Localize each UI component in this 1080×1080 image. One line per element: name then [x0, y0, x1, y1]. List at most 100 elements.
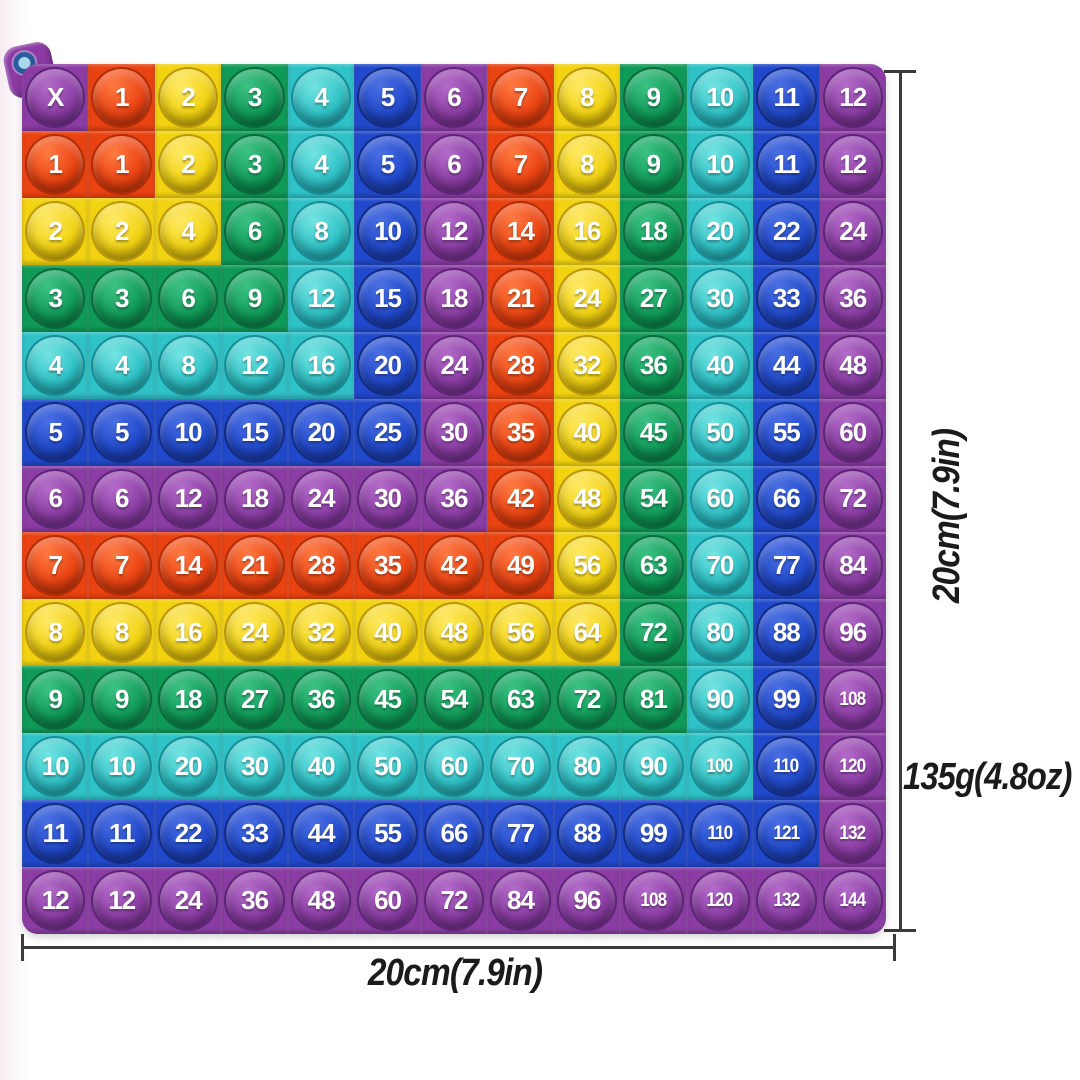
bubble-cell: 5 [88, 398, 155, 466]
bubble-label: 24 [307, 483, 336, 514]
bubble-cell: 24 [221, 599, 288, 667]
bubble-cell: 108 [819, 666, 886, 734]
bubble-label: 9 [114, 684, 130, 715]
bubble-cell: 7 [487, 130, 554, 198]
pop-bubble: 33 [224, 803, 285, 865]
bubble-cell: 6 [22, 465, 89, 533]
pop-bubble: 40 [689, 334, 751, 396]
bubble-cell: 81 [620, 666, 687, 734]
bubble-cell: 12 [819, 64, 886, 131]
bubble-cell: 4 [22, 331, 89, 399]
bubble-label: 108 [839, 688, 867, 710]
pop-bubble: 11 [91, 803, 152, 865]
pop-bubble: 132 [822, 803, 883, 865]
pop-bubble: 20 [290, 401, 352, 463]
pop-bubble: 88 [556, 803, 618, 865]
bubble-label: 5 [48, 416, 63, 447]
pop-bubble: 30 [689, 267, 751, 329]
bubble-cell: 3 [221, 130, 288, 198]
bubble-cell: 120 [686, 867, 754, 934]
width-dimension-line [22, 946, 896, 949]
bubble-cell: 10 [154, 398, 222, 466]
bubble-cell: 20 [287, 398, 355, 466]
bubble-cell: 33 [221, 800, 288, 868]
pop-bubble: 20 [689, 200, 751, 262]
pop-bubble: 12 [25, 870, 86, 931]
pop-bubble: 7 [490, 67, 551, 128]
bubble-label: 7 [114, 550, 130, 581]
bubble-label: 48 [307, 885, 336, 916]
bubble-cell: 8 [287, 197, 355, 265]
bubble-label: 15 [241, 416, 269, 447]
bubble-cell: 88 [553, 800, 621, 868]
bubble-cell: 11 [22, 800, 89, 868]
bubble-cell: 99 [753, 666, 820, 734]
pop-bubble: 11 [756, 133, 817, 195]
bubble-label: 21 [241, 550, 269, 581]
bubble-label: 132 [839, 822, 867, 844]
pop-bubble: 9 [623, 67, 684, 128]
bubble-cell: 90 [620, 733, 687, 801]
bubble-cell: 99 [620, 800, 687, 868]
bubble-label: 10 [108, 751, 136, 782]
bubble-cell: 8 [154, 331, 222, 399]
pop-bubble: 7 [25, 535, 86, 597]
pop-bubble: 21 [224, 535, 285, 597]
pop-bubble: 77 [756, 535, 817, 597]
pop-bubble: 28 [490, 334, 551, 396]
pop-bubble: 56 [556, 535, 618, 597]
bubble-cell: 1 [88, 130, 155, 198]
bubble-cell: 24 [819, 197, 886, 265]
pop-bubble: 22 [157, 803, 219, 865]
bubble-label: 15 [374, 282, 402, 313]
pop-bubble: 40 [357, 602, 418, 664]
bubble-cell: 40 [287, 733, 355, 801]
pop-bubble: 12 [822, 133, 883, 195]
bubble-cell: 70 [487, 733, 554, 801]
bubble-label: 120 [706, 889, 734, 911]
bubble-cell: 8 [553, 64, 621, 131]
pop-bubble: 132 [756, 870, 817, 931]
pop-bubble: 3 [224, 133, 285, 195]
bubble-label: 84 [839, 550, 867, 581]
pop-bubble: 24 [556, 267, 618, 329]
bubble-label: 21 [506, 282, 535, 313]
bubble-cell: 50 [354, 733, 421, 801]
pop-bubble: 11 [25, 803, 86, 865]
popit-multiplication-board: X 1 2 3 4 5 6 7 8 9 10 11 12 1 1 2 3 4 5 6 7 8 9 10 11 12 2 2 4 6 8 10 1… [22, 64, 886, 934]
pop-bubble: 100 [689, 736, 751, 798]
bubble-label: 5 [380, 81, 396, 112]
bubble-label: 36 [839, 282, 867, 313]
bubble-label: 36 [241, 885, 269, 916]
bubble-label: 4 [314, 81, 329, 112]
bubble-label: 24 [241, 617, 269, 648]
bubble-label: 12 [108, 885, 136, 916]
bubble-label: 84 [506, 885, 535, 916]
pop-bubble: 8 [25, 602, 86, 664]
bubble-label: 12 [839, 81, 867, 112]
bubble-cell: 11 [753, 130, 820, 198]
pop-bubble: 48 [556, 468, 618, 530]
bubble-label: 11 [773, 81, 800, 112]
pop-bubble: 18 [623, 200, 684, 262]
bubble-cell: 15 [354, 264, 421, 332]
pop-bubble: 25 [357, 401, 418, 463]
bubble-label: 3 [247, 148, 263, 179]
bubble-cell: 3 [88, 264, 155, 332]
pop-bubble: 20 [357, 334, 418, 396]
bubble-cell: 24 [420, 331, 488, 399]
bubble-label: 60 [440, 751, 469, 782]
bubble-cell: 16 [287, 331, 355, 399]
bubble-cell: 84 [819, 532, 886, 600]
bubble-cell: 33 [753, 264, 820, 332]
width-label: 20cm(7.9in) [367, 952, 543, 994]
bubble-label: 30 [241, 751, 269, 782]
bubble-cell: 12 [22, 867, 89, 934]
bubble-label: 4 [114, 349, 130, 380]
bubble-label: 60 [706, 483, 734, 514]
bubble-label: 20 [706, 215, 734, 246]
pop-bubble: 49 [490, 535, 551, 597]
bubble-cell: 90 [686, 666, 754, 734]
bubble-cell: 55 [354, 800, 421, 868]
bubble-cell: 3 [22, 264, 89, 332]
